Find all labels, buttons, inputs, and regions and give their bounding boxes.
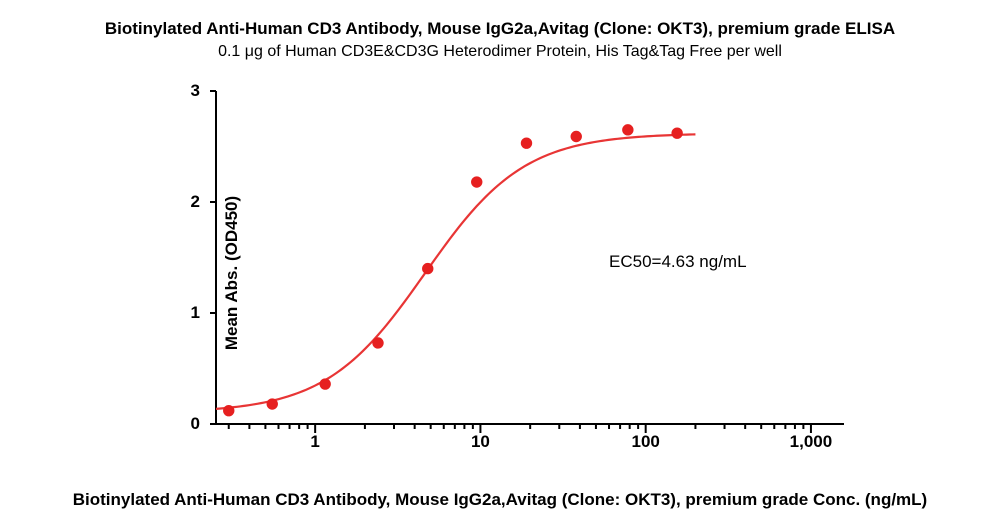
x-tick-label: 10 [471, 432, 490, 452]
data-point [267, 399, 277, 409]
y-tick-label: 1 [191, 303, 200, 323]
x-axis-label: Biotinylated Anti-Human CD3 Antibody, Mo… [0, 490, 1000, 510]
chart-subtitle: 0.1 μg of Human CD3E&CD3G Heterodimer Pr… [0, 42, 1000, 63]
y-tick-label: 0 [191, 414, 200, 434]
data-point [373, 338, 383, 348]
data-point [521, 138, 531, 148]
x-tick-label: 1 [310, 432, 319, 452]
y-axis-label: Mean Abs. (OD450) [222, 195, 242, 349]
y-tick-label: 2 [191, 192, 200, 212]
x-tick-label: 100 [631, 432, 659, 452]
data-point [320, 379, 330, 389]
data-point [571, 131, 581, 141]
y-tick-label: 3 [191, 81, 200, 101]
x-tick-label: 1,000 [790, 432, 833, 452]
data-point [623, 125, 633, 135]
data-point [423, 263, 433, 273]
chart-title: Biotinylated Anti-Human CD3 Antibody, Mo… [0, 18, 1000, 40]
data-point [472, 177, 482, 187]
data-point [672, 128, 682, 138]
ec50-annotation: EC50=4.63 ng/mL [609, 252, 747, 272]
chart-svg [210, 85, 850, 460]
data-point [224, 405, 234, 415]
title-block: Biotinylated Anti-Human CD3 Antibody, Mo… [0, 0, 1000, 63]
elisa-chart: Mean Abs. (OD450) 01231101001,000EC50=4.… [210, 85, 850, 460]
